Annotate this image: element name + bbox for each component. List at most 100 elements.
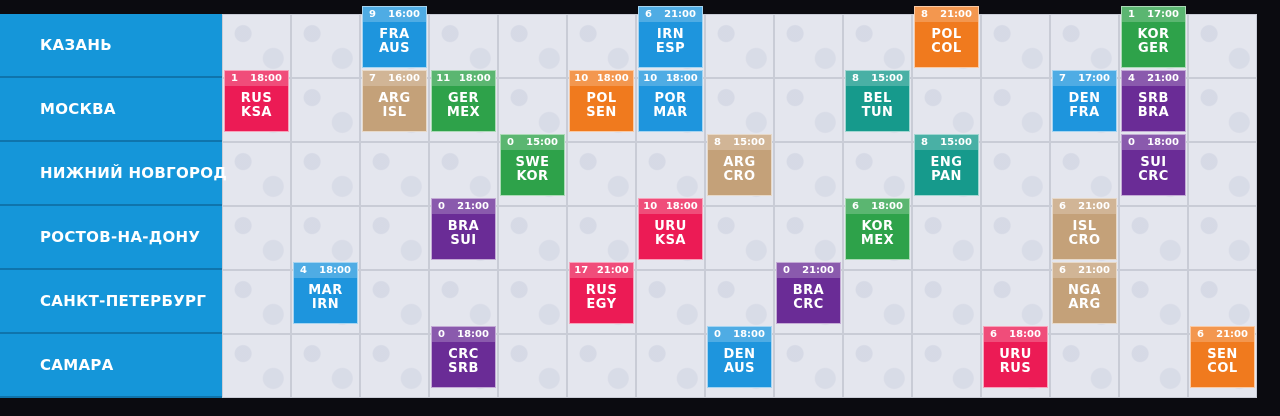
team-away: COL [1207,361,1238,376]
match-number: 4 [300,265,308,276]
grid-cell [705,270,774,334]
match-card[interactable]: 4 18:00 MAR IRN [293,262,358,324]
match-card[interactable]: 6 18:00 KOR MEX [845,198,910,260]
grid-cell [291,142,360,206]
match-header: 6 21:00 [1053,199,1116,214]
grid-cell [843,334,912,398]
match-time: 18:00 [457,329,489,340]
match-card[interactable]: 6 21:00 SEN COL [1190,326,1255,388]
match-time: 21:00 [1216,329,1248,340]
match-card[interactable]: 9 16:00 FRA AUS [362,6,427,68]
grid-cell [774,78,843,142]
match-number: 6 [1197,329,1205,340]
team-away: AUS [723,361,756,376]
team-away: CRO [723,169,756,184]
grid-cell [498,14,567,78]
match-header: 10 18:00 [639,71,702,86]
match-card[interactable]: 0 18:00 CRC SRB [431,326,496,388]
match-number: 7 [369,73,377,84]
match-number: 6 [990,329,998,340]
match-time: 18:00 [665,73,698,84]
grid-cell [1119,270,1188,334]
match-number: 6 [1059,265,1067,276]
match-card[interactable]: 7 17:00 DEN FRA [1052,70,1117,132]
match-header: 8 15:00 [708,135,771,150]
match-card[interactable]: 10 18:00 POR MAR [638,70,703,132]
team-home: URU [654,219,687,234]
team-home: ARG [378,91,411,106]
grid-cell [567,206,636,270]
match-card[interactable]: 10 18:00 POL SEN [569,70,634,132]
match-card[interactable]: 10 18:00 URU KSA [638,198,703,260]
grid-cell [291,206,360,270]
grid-cell [705,14,774,78]
match-header: 10 18:00 [570,71,633,86]
match-header: 6 21:00 [1053,263,1116,278]
match-card[interactable]: 0 18:00 SUI CRC [1121,134,1186,196]
team-away: ARG [1068,297,1101,312]
grid-cell [291,78,360,142]
grid-cell [1188,270,1257,334]
match-card[interactable]: 17 21:00 RUS EGY [569,262,634,324]
match-card[interactable]: 0 21:00 BRA CRC [776,262,841,324]
match-card[interactable]: 0 21:00 BRA SUI [431,198,496,260]
match-time: 18:00 [665,201,698,212]
team-away: AUS [378,41,411,56]
match-header: 1 18:00 [225,71,288,86]
team-away: TUN [861,105,894,120]
match-card[interactable]: 8 15:00 BEL TUN [845,70,910,132]
city-label: КАЗАНЬ [0,14,222,78]
match-number: 9 [369,9,377,20]
match-card[interactable]: 1 18:00 RUS KSA [224,70,289,132]
match-time: 21:00 [1078,201,1110,212]
grid-cell [843,270,912,334]
match-time: 15:00 [871,73,903,84]
match-number: 0 [507,137,515,148]
match-card[interactable]: 11 18:00 GER MEX [431,70,496,132]
team-home: FRA [379,27,410,42]
match-header: 8 15:00 [846,71,909,86]
match-card[interactable]: 6 21:00 IRN ESP [638,6,703,68]
team-home: DEN [723,347,756,362]
match-header: 9 16:00 [363,7,426,22]
city-label: РОСТОВ-НА-ДОНУ [0,206,222,270]
match-card[interactable]: 6 21:00 NGA ARG [1052,262,1117,324]
grid-cell [429,14,498,78]
match-time: 15:00 [940,137,972,148]
team-away: RUS [999,361,1032,376]
match-card[interactable]: 8 15:00 ARG CRO [707,134,772,196]
team-away: MEX [860,233,895,248]
match-time: 18:00 [733,329,765,340]
city-label: МОСКВА [0,78,222,142]
match-card[interactable]: 0 15:00 SWE KOR [500,134,565,196]
match-header: 4 18:00 [294,263,357,278]
team-away: COL [931,41,962,56]
grid-cell [1119,334,1188,398]
grid-cell [498,334,567,398]
match-card[interactable]: 8 21:00 POL COL [914,6,979,68]
match-card[interactable]: 6 18:00 URU RUS [983,326,1048,388]
match-time: 21:00 [940,9,972,20]
match-card[interactable]: 7 16:00 ARG ISL [362,70,427,132]
match-number: 8 [852,73,860,84]
match-header: 0 18:00 [432,327,495,342]
match-time: 18:00 [1009,329,1041,340]
match-card[interactable]: 8 15:00 ENG PAN [914,134,979,196]
grid-cell [222,334,291,398]
match-time: 21:00 [596,265,629,276]
team-home: POL [931,27,962,42]
grid-cell [1050,334,1119,398]
match-card[interactable]: 0 18:00 DEN AUS [707,326,772,388]
match-number: 6 [645,9,653,20]
match-card[interactable]: 6 21:00 ISL CRO [1052,198,1117,260]
match-card[interactable]: 4 21:00 SRB BRA [1121,70,1186,132]
match-time: 18:00 [1147,137,1179,148]
match-card[interactable]: 1 17:00 KOR GER [1121,6,1186,68]
grid-cell [567,14,636,78]
team-home: SRB [1138,91,1169,106]
grid-cell [843,142,912,206]
grid-cell [1188,78,1257,142]
match-header: 0 18:00 [708,327,771,342]
team-home: BRA [792,283,825,298]
grid-cell [636,270,705,334]
